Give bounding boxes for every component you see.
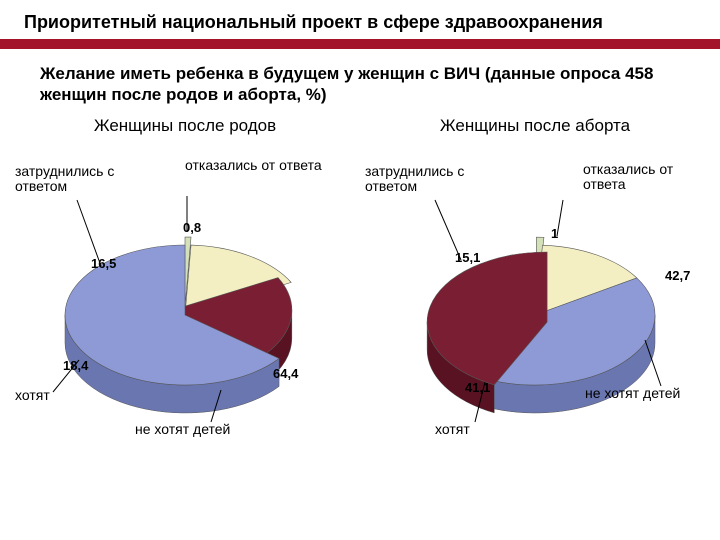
- value-refused: 0,8: [183, 220, 201, 235]
- page-subtitle: Желание иметь ребенка в будущем у женщин…: [0, 49, 720, 110]
- chart-right-area: 115,141,142,7отказались от ответазатрудн…: [365, 140, 705, 450]
- page-title: Приоритетный национальный проект в сфере…: [0, 0, 720, 39]
- label-difficult: затруднились с ответом: [15, 164, 155, 195]
- label-want: хотят: [435, 422, 515, 437]
- label-dontwant: не хотят детей: [585, 386, 720, 401]
- label-refused: отказались от ответа: [583, 162, 713, 193]
- value-dontwant: 42,7: [665, 268, 690, 283]
- chart-left-title: Женщины после родов: [15, 116, 355, 136]
- charts-row: Женщины после родов 0,8 16,5 18,4 64,4 отказ…: [0, 110, 720, 450]
- label-difficult: затруднились с ответом: [365, 164, 505, 195]
- header-divider: [0, 39, 720, 49]
- value-difficult: 16,5: [91, 256, 116, 271]
- value-want: 18,4: [63, 358, 88, 373]
- label-refused: отказались от ответа: [185, 158, 325, 173]
- chart-right: Женщины после аборта 115,141,142,7отказа…: [365, 116, 705, 450]
- value-refused: 1: [551, 226, 558, 241]
- value-want: 41,1: [465, 380, 490, 395]
- label-dontwant: не хотят детей: [135, 422, 295, 437]
- chart-left-area: 0,8 16,5 18,4 64,4 отказались от ответа затру…: [15, 140, 355, 450]
- chart-left: Женщины после родов 0,8 16,5 18,4 64,4 отказ…: [15, 116, 355, 450]
- chart-right-title: Женщины после аборта: [365, 116, 705, 136]
- label-want: хотят: [15, 388, 95, 403]
- value-dontwant: 64,4: [273, 366, 298, 381]
- value-difficult: 15,1: [455, 250, 480, 265]
